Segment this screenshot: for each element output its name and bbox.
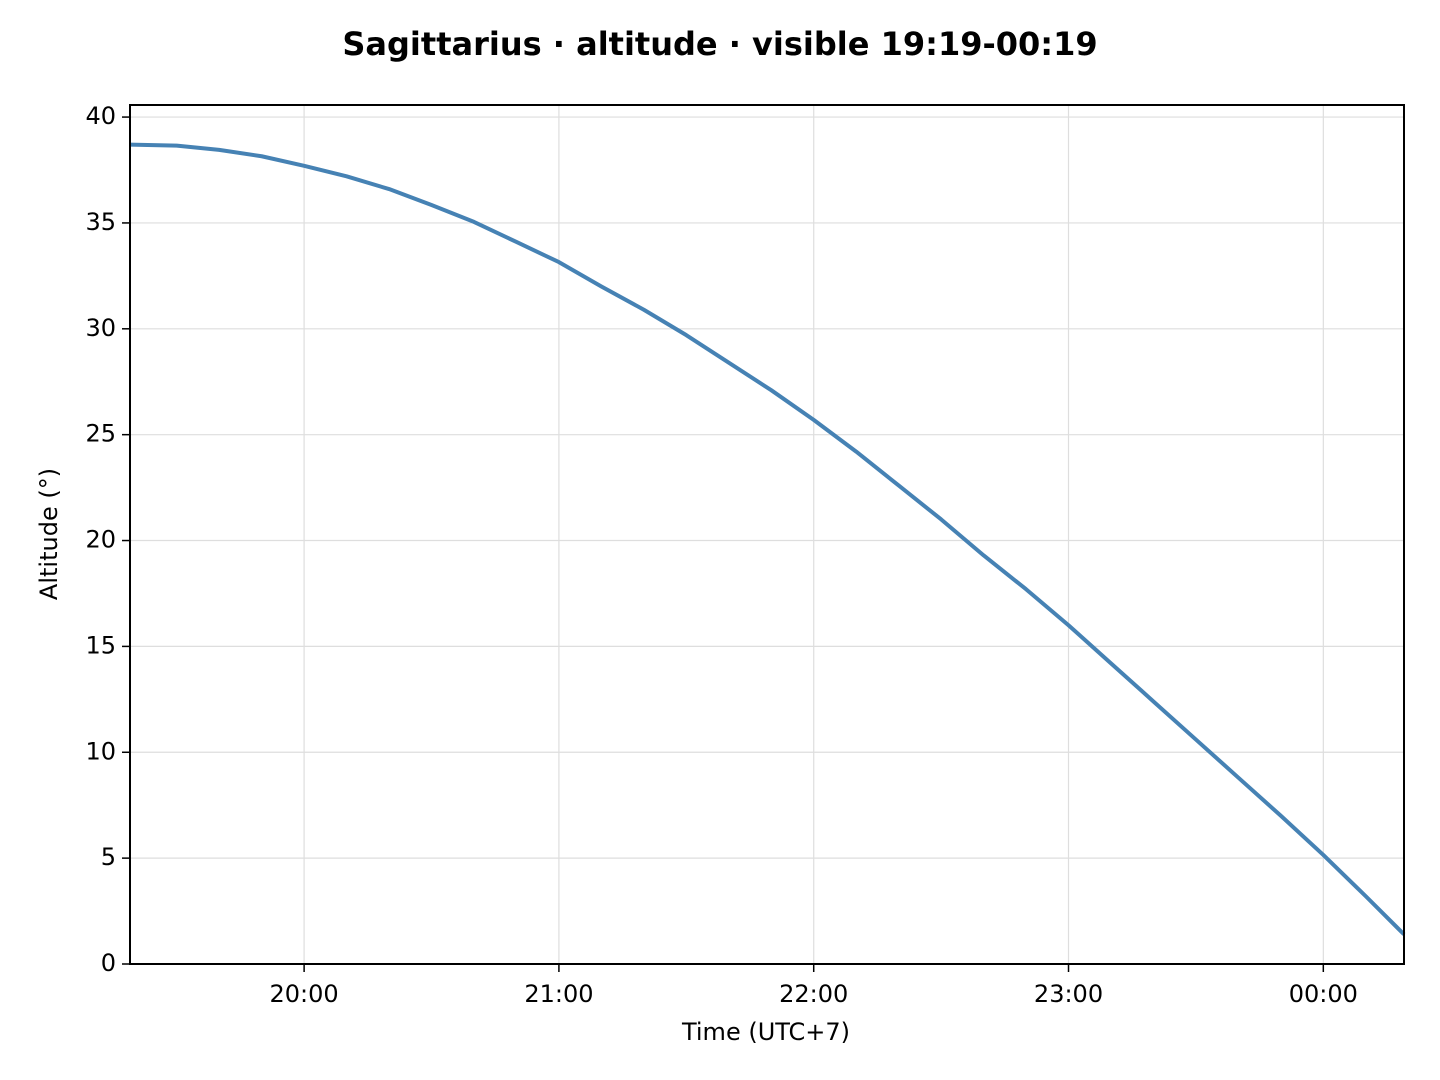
y-tick-label: 15 [85, 631, 116, 659]
y-tick-label: 20 [85, 526, 116, 554]
x-tick-label: 22:00 [779, 980, 848, 1008]
x-tick-label: 00:00 [1289, 980, 1358, 1008]
y-tick-label: 30 [85, 314, 116, 342]
x-tick-label: 21:00 [524, 980, 593, 1008]
chart-title: Sagittarius · altitude · visible 19:19-0… [342, 25, 1097, 63]
y-tick-label: 25 [85, 420, 116, 448]
x-axis-label: Time (UTC+7) [681, 1018, 850, 1046]
x-tick-label: 20:00 [270, 980, 339, 1008]
plot-frame [129, 104, 1405, 965]
y-tick-label: 35 [85, 208, 116, 236]
y-tick-label: 0 [101, 949, 116, 977]
y-tick-label: 5 [101, 843, 116, 871]
y-tick-label: 40 [85, 102, 116, 130]
y-axis-label: Altitude (°) [35, 468, 63, 600]
x-tick-label: 23:00 [1034, 980, 1103, 1008]
y-tick-label: 10 [85, 737, 116, 765]
data-line [129, 142, 1406, 936]
